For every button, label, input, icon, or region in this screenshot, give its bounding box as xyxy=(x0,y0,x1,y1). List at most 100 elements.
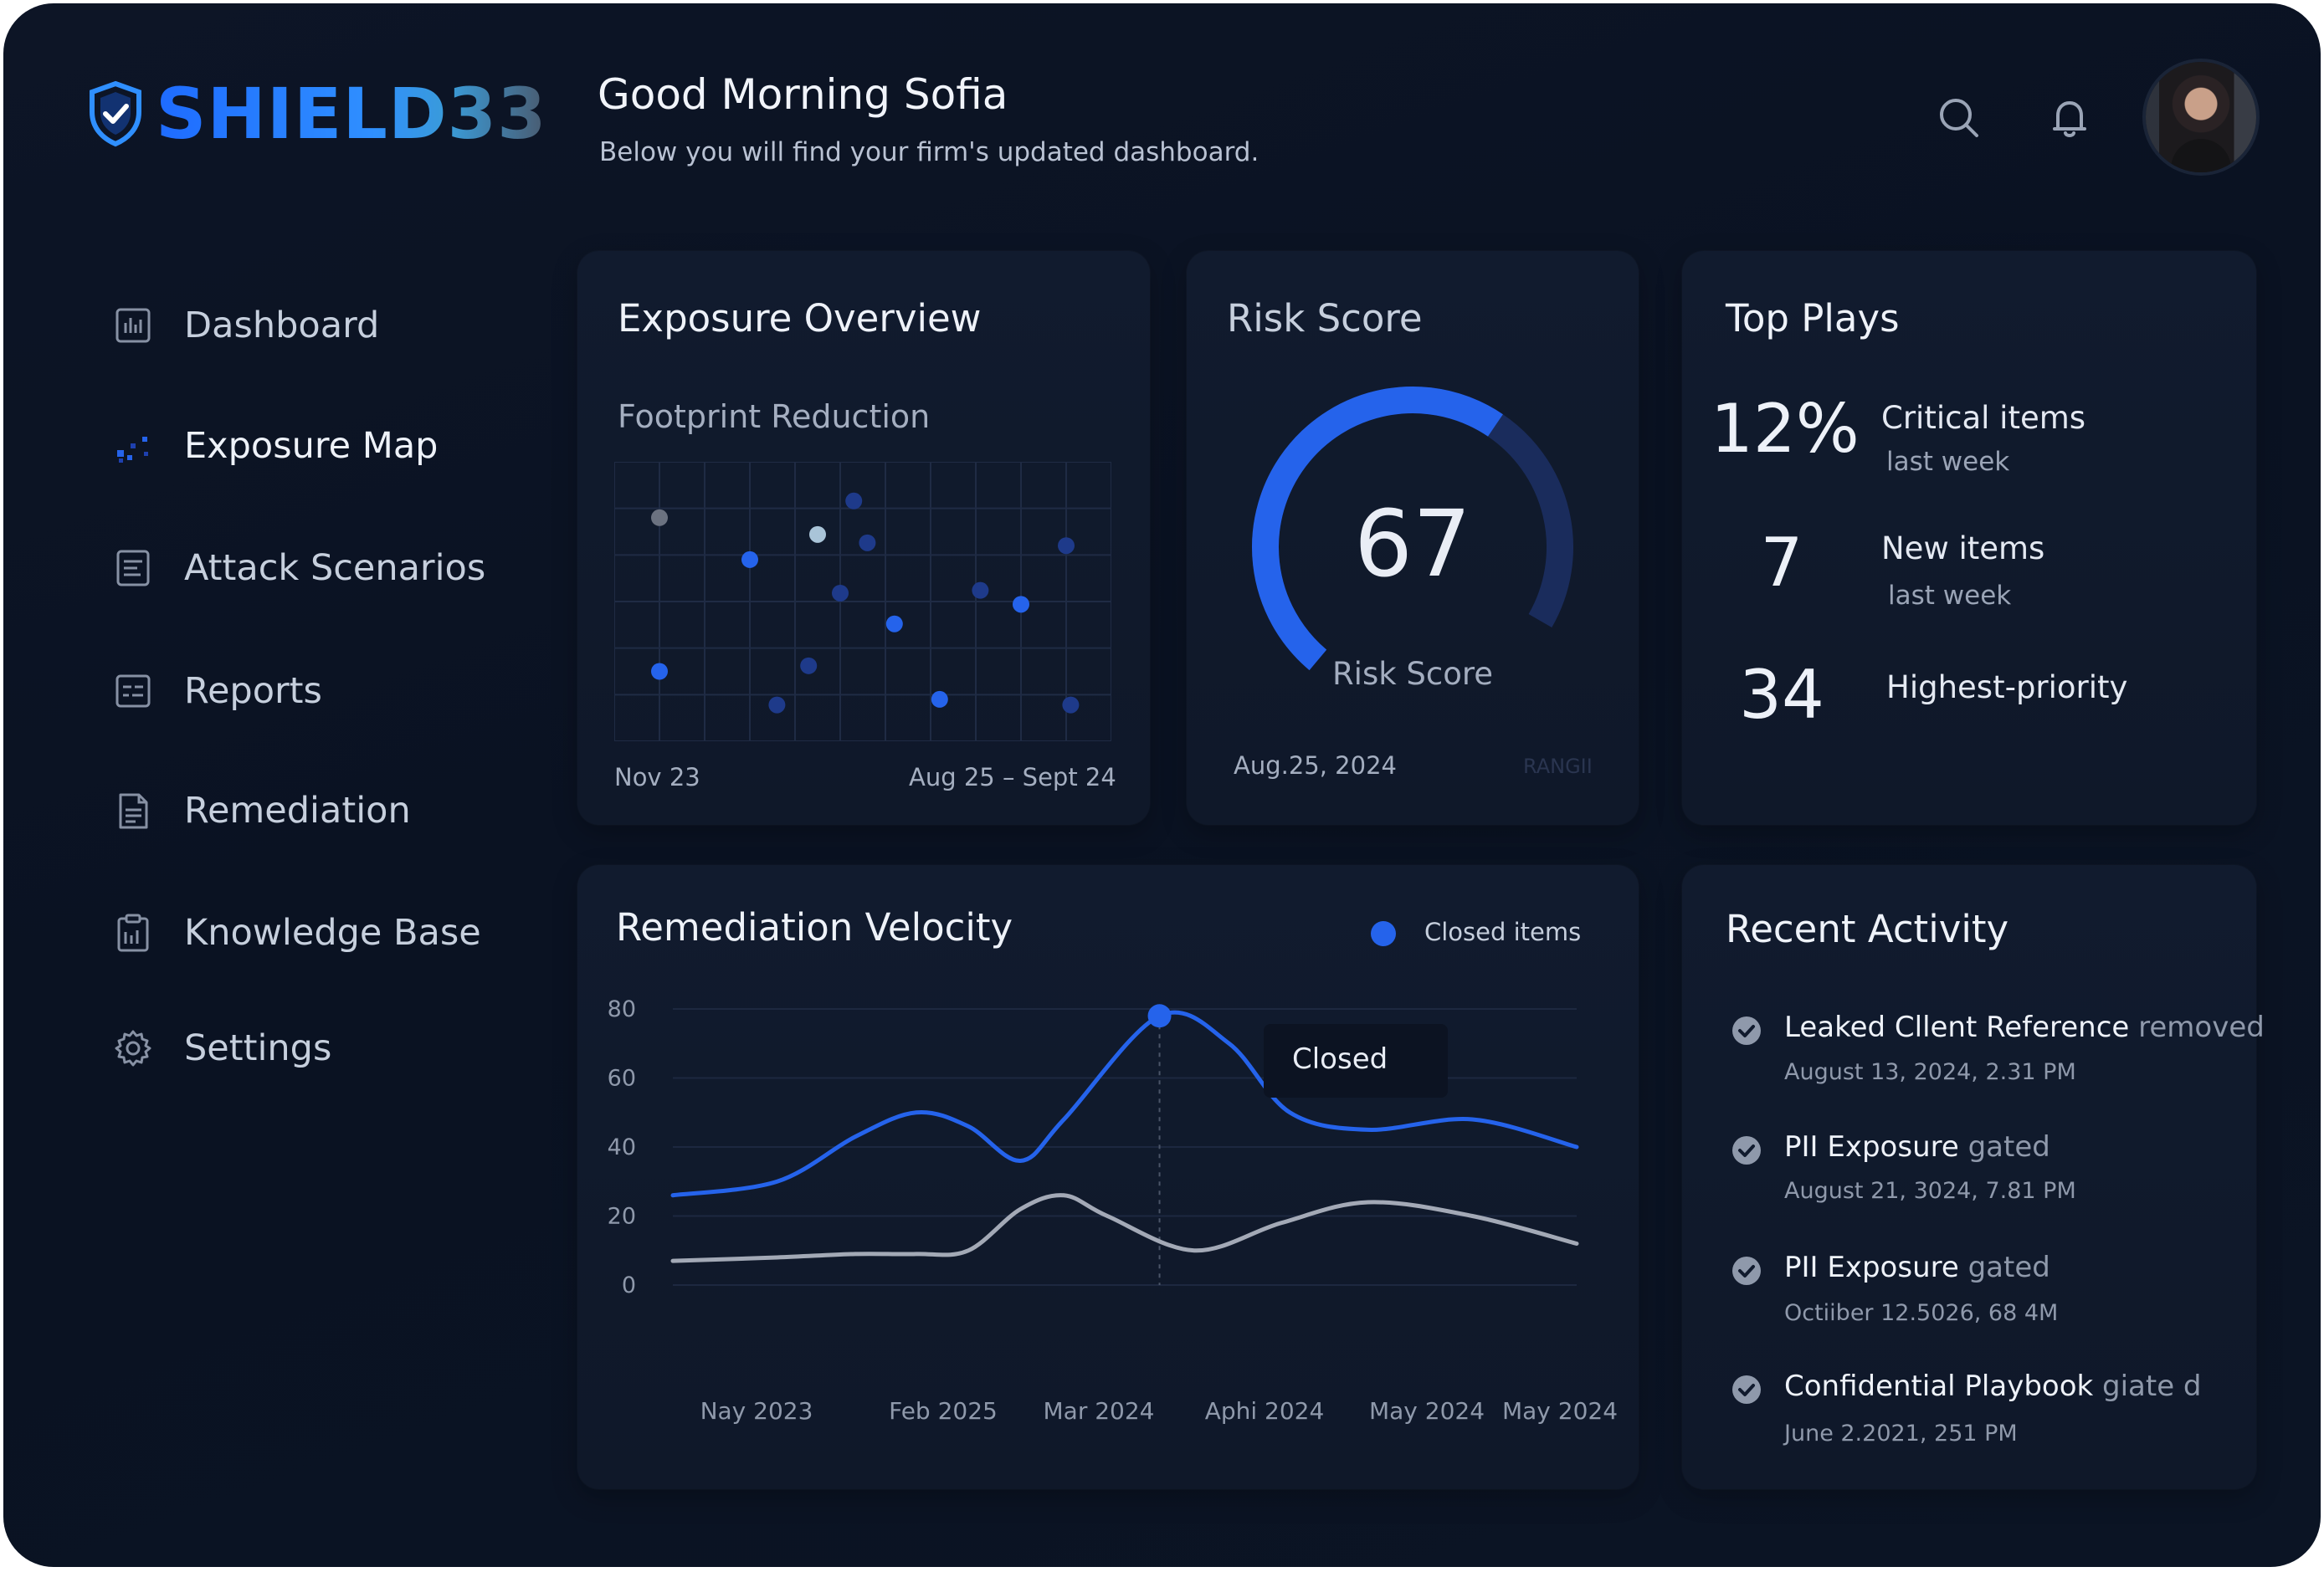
check-circle-icon xyxy=(1732,1257,1761,1285)
scatter-end-label: Aug 25 – Sept 24 xyxy=(909,763,1116,791)
scatter-point xyxy=(1058,537,1075,555)
bell-icon[interactable] xyxy=(2045,94,2094,142)
legend-closed-items: Closed items xyxy=(1424,918,1582,946)
activity-date: August 13, 2024, 2.31 PM xyxy=(1784,1059,2076,1085)
remediation-velocity-card[interactable] xyxy=(577,865,1639,1489)
gauge-fill xyxy=(1252,387,1503,671)
check-circle-icon xyxy=(1732,1016,1761,1045)
sidebar-item-exposure-map[interactable]: Exposure Map xyxy=(112,425,438,467)
x-tick-label: Aphi 2024 xyxy=(1205,1397,1325,1425)
highest-priority-value: 34 xyxy=(1739,656,1824,734)
list-doc-icon xyxy=(116,550,150,586)
shield-icon xyxy=(90,80,141,147)
activity-name: PII Exposure xyxy=(1784,1251,1959,1284)
scatter-point xyxy=(800,657,818,674)
sidebar-item-label: Attack Scenarios xyxy=(184,547,486,589)
y-tick-label: 60 xyxy=(608,1066,636,1092)
x-tick-label: May 2024 xyxy=(1502,1397,1618,1425)
sidebar-item-label: Reports xyxy=(184,670,322,712)
y-tick-label: 0 xyxy=(622,1272,636,1298)
scatter-point xyxy=(845,492,863,509)
scatter-point xyxy=(651,509,668,526)
activity-name: PII Exposure xyxy=(1784,1130,1959,1164)
scatter-point xyxy=(972,581,989,599)
scatter-point xyxy=(859,534,876,551)
critical-items-value: 12% xyxy=(1711,390,1860,468)
exposure-overview-title: Exposure Overview xyxy=(618,296,982,341)
activity-name: Confidential Playbook xyxy=(1784,1370,2094,1403)
footprint-scatter-chart[interactable] xyxy=(614,462,1111,741)
x-tick-label: May 2024 xyxy=(1369,1397,1485,1425)
risk-score-label: Risk Score xyxy=(1331,656,1494,692)
report-icon xyxy=(115,674,151,708)
remediation-velocity-title: Remediation Velocity xyxy=(616,905,1013,950)
sidebar-item-label: Remediation xyxy=(184,790,411,832)
sidebar-item-label: Exposure Map xyxy=(184,425,439,467)
activity-verb: removed xyxy=(2138,1011,2265,1044)
footprint-reduction-subtitle: Footprint Reduction xyxy=(618,398,931,435)
clipboard-doc-icon xyxy=(119,793,148,829)
highlight-point xyxy=(1147,1004,1172,1028)
brand-logo[interactable]: SHIELD33 xyxy=(87,79,547,149)
sidebar-item-settings[interactable]: Settings xyxy=(112,1027,331,1069)
greeting: Good Morning Sofia xyxy=(598,70,1008,119)
app-window: SHIELD33 Good Morning Sofia Below you wi… xyxy=(3,3,2321,1567)
sidebar-item-label: Dashboard xyxy=(184,305,380,346)
tooltip-label: Closed xyxy=(1292,1042,1388,1076)
legend-swatch-closed xyxy=(1371,921,1396,946)
activity-item-2[interactable]: PII Exposure gated xyxy=(1784,1130,2050,1164)
scatter-point xyxy=(885,615,903,632)
activity-verb: gated xyxy=(1967,1251,2050,1284)
series-line xyxy=(670,1193,1579,1263)
chart-tooltip: Closed xyxy=(1264,1024,1448,1098)
scatter-point xyxy=(768,696,786,714)
greeting-subtitle: Below you will find your firm's updated … xyxy=(599,137,1259,167)
scatter-point xyxy=(832,584,849,602)
gear-icon xyxy=(115,1030,151,1067)
activity-verb: giate d xyxy=(2102,1370,2202,1403)
highest-priority-label: Highest-priority xyxy=(1886,669,2128,705)
y-tick-label: 40 xyxy=(608,1134,636,1160)
x-tick-label: Nay 2023 xyxy=(700,1397,813,1425)
activity-item-3[interactable]: PII Exposure gated xyxy=(1784,1251,2050,1284)
sidebar-item-dashboard[interactable]: Dashboard xyxy=(112,305,379,346)
sidebar-item-label: Knowledge Base xyxy=(184,912,481,954)
user-avatar[interactable] xyxy=(2146,62,2256,172)
activity-item-4[interactable]: Confidential Playbook giate d xyxy=(1784,1370,2202,1403)
top-plays-card[interactable] xyxy=(1682,251,2256,825)
series-line xyxy=(670,1010,1579,1198)
critical-items-sub: last week xyxy=(1886,447,2010,477)
risk-score-value: 67 xyxy=(1354,490,1471,597)
sidebar-item-reports[interactable]: Reports xyxy=(112,670,322,712)
risk-range-label: RANGII xyxy=(1523,755,1593,778)
sidebar-item-remediation[interactable]: Remediation xyxy=(112,790,411,832)
activity-verb: gated xyxy=(1967,1130,2050,1164)
check-circle-icon xyxy=(1732,1375,1761,1404)
scatter-point xyxy=(1062,696,1080,714)
scatter-map-icon xyxy=(117,437,148,463)
y-tick-label: 80 xyxy=(608,996,636,1022)
scatter-point xyxy=(1013,596,1029,613)
sidebar-item-knowledge-base[interactable]: Knowledge Base xyxy=(112,912,481,954)
recent-activity-title: Recent Activity xyxy=(1726,907,2009,951)
new-items-value: 7 xyxy=(1760,524,1803,602)
search-icon[interactable] xyxy=(1935,94,1983,142)
y-tick-label: 20 xyxy=(608,1204,636,1230)
sidebar-item-label: Settings xyxy=(184,1027,332,1069)
bar-chart-icon xyxy=(115,308,151,343)
remediation-velocity-chart[interactable]: 0 20 40 60 80 Nay 2023 Feb 2025 Mar 2024 Aphi 20… xyxy=(589,991,1627,1426)
risk-score-date: Aug.25, 2024 xyxy=(1234,751,1397,780)
activity-name: Leaked Cllent Reference xyxy=(1784,1011,2130,1044)
book-icon xyxy=(117,914,149,952)
recent-activity-card[interactable] xyxy=(1682,865,2256,1489)
scatter-point xyxy=(931,690,948,708)
x-tick-label: Feb 2025 xyxy=(889,1397,998,1425)
activity-date: June 2.2021, 251 PM xyxy=(1784,1421,2018,1447)
x-tick-label: Mar 2024 xyxy=(1044,1397,1155,1425)
critical-items-label: Critical items xyxy=(1881,400,2086,436)
activity-date: Octiiber 12.5026, 68 4M xyxy=(1784,1300,2059,1326)
sidebar-item-attack-scenarios[interactable]: Attack Scenarios xyxy=(112,547,485,589)
activity-item-1[interactable]: Leaked Cllent Reference removed xyxy=(1784,1011,2265,1044)
scatter-start-label: Nov 23 xyxy=(614,763,700,791)
risk-score-title: Risk Score xyxy=(1227,296,1423,341)
